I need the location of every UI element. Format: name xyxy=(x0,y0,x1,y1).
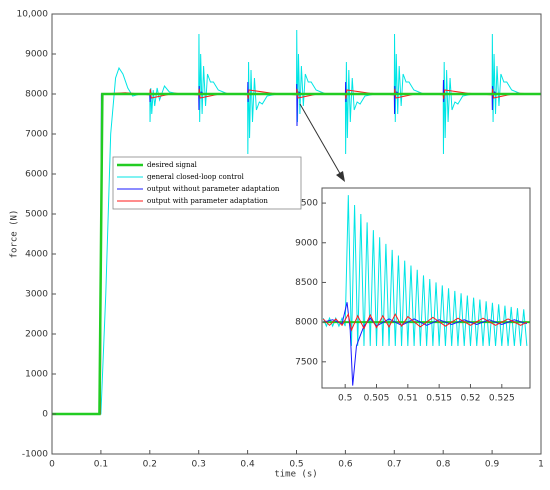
x-tick-label: 0.51 xyxy=(398,394,418,404)
y-tick-label: 8000 xyxy=(295,318,318,328)
x-tick-label: 0.525 xyxy=(489,394,515,404)
plot-frame xyxy=(321,187,531,389)
y-tick-label: 4000 xyxy=(25,250,48,260)
x-tick-label: 0.6 xyxy=(338,460,353,470)
arrow-head xyxy=(336,171,345,182)
series-line xyxy=(322,312,528,332)
x-axis-label: time (s) xyxy=(274,470,317,480)
y-tick-label: 3000 xyxy=(25,290,48,300)
y-tick-label: 9500 xyxy=(295,199,318,209)
y-tick-label: 0 xyxy=(42,410,48,420)
y-tick-label: 1000 xyxy=(25,370,48,380)
x-tick-label: 0.9 xyxy=(485,460,500,470)
x-tick-label: 0.8 xyxy=(436,460,451,470)
y-tick-label: 7000 xyxy=(25,130,48,140)
legend: desired signal general closed-loop contro… xyxy=(112,156,302,210)
x-tick-label: 0.4 xyxy=(240,460,255,470)
x-tick-label: 0.505 xyxy=(364,394,390,404)
y-tick-label: 6000 xyxy=(25,170,48,180)
x-tick-label: 0.2 xyxy=(143,460,157,470)
series-group xyxy=(52,29,541,416)
y-tick-label: 9000 xyxy=(25,50,48,60)
y-tick-label: -1000 xyxy=(22,450,48,460)
x-tick-label: 0.5 xyxy=(289,460,303,470)
y-tick-label: 8500 xyxy=(295,278,318,288)
arrow xyxy=(299,103,343,178)
x-tick-label: 0.515 xyxy=(426,394,452,404)
x-tick-label: 0 xyxy=(49,460,55,470)
x-tick-label: 0.7 xyxy=(387,460,401,470)
y-tick-label: 8000 xyxy=(25,90,48,100)
x-tick-label: 0.1 xyxy=(94,460,108,470)
y-tick-label: 9000 xyxy=(295,238,318,248)
x-tick-label: 1 xyxy=(538,460,544,470)
series-line xyxy=(52,92,541,416)
inset-plot: 0.5 0.505 0.51 0.515 0.52 0.525 7500 8000 8500 90… xyxy=(295,187,531,404)
series-line xyxy=(52,88,541,415)
y-tick-label: 2000 xyxy=(25,330,48,340)
y-tick-label: 7500 xyxy=(295,357,318,367)
x-tick-label: 0.3 xyxy=(192,460,206,470)
legend-label: output with parameter adaptation xyxy=(147,197,268,205)
y-tick-label: 5000 xyxy=(25,210,48,220)
x-tick-label: 0.52 xyxy=(460,394,480,404)
legend-label: general closed-loop control xyxy=(147,173,245,181)
legend-label: output without parameter adaptation xyxy=(147,185,280,193)
main-plot: 0 0.1 0.2 0.3 0.4 0.5 0.6 0.7 0.8 0.9 1-1000010002… xyxy=(17,10,544,470)
x-tick-label: 0.5 xyxy=(338,394,352,404)
y-tick-label: 10,000 xyxy=(17,10,49,20)
y-axis-label: force (N) xyxy=(10,210,20,259)
series-group xyxy=(322,195,530,386)
legend-label: desired signal xyxy=(147,161,198,169)
legend-box xyxy=(112,156,302,210)
